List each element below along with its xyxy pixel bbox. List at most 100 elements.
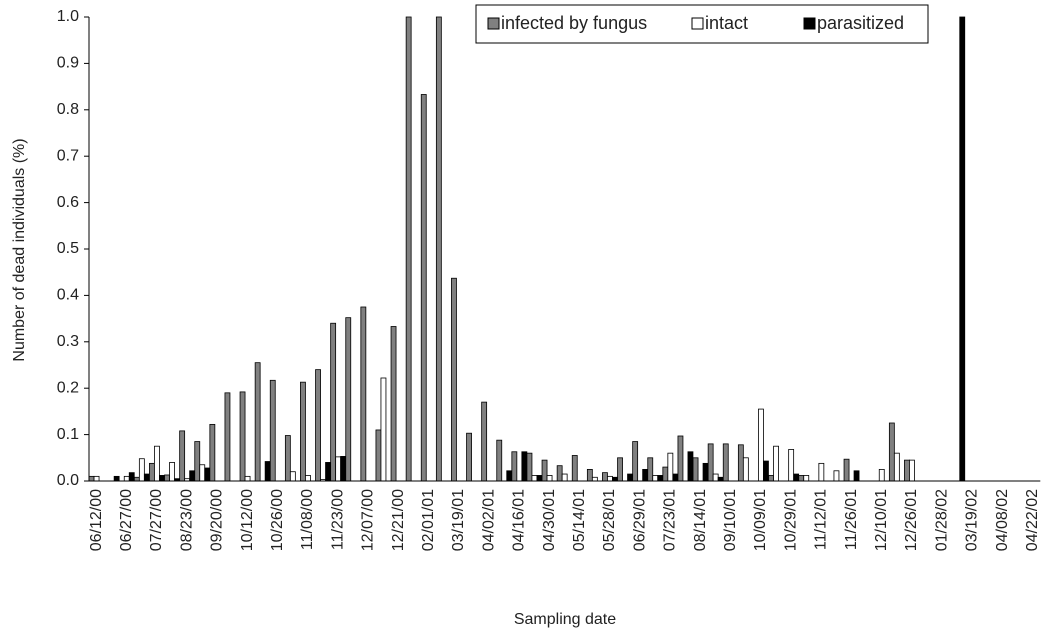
bar: [284, 435, 291, 482]
bar: [506, 470, 513, 482]
y-tick-label: 1.0: [57, 8, 79, 25]
y-axis-title: Number of dead individuals (%): [11, 138, 28, 361]
bar: [305, 475, 311, 482]
bar: [612, 476, 618, 482]
bar: [128, 472, 135, 482]
bar: [451, 277, 457, 482]
x-tick-label: 04/16/01: [511, 489, 528, 551]
bar: [496, 439, 503, 482]
y-tick-label: 0.3: [57, 333, 79, 350]
bar: [788, 449, 795, 482]
x-tick-label: 05/28/01: [601, 489, 618, 551]
x-tick-label: 09/10/01: [722, 489, 739, 551]
bar: [647, 457, 654, 482]
bar: [325, 462, 331, 482]
x-tick-label: 06/27/00: [118, 489, 135, 551]
bar: [798, 475, 805, 482]
x-tick-label: 08/14/01: [692, 489, 709, 551]
bar: [843, 458, 850, 482]
bar: [662, 466, 669, 482]
bar: [224, 392, 231, 482]
bar: [244, 475, 251, 482]
x-tick-label: 04/30/01: [541, 489, 558, 551]
legend-swatch: [691, 17, 704, 30]
x-tick-label: 11/08/00: [299, 489, 316, 550]
x-tick-label: 05/14/01: [571, 489, 588, 551]
x-tick-label: 10/09/01: [752, 489, 769, 551]
bar: [149, 462, 155, 482]
x-tick-label: 10/12/00: [239, 489, 256, 551]
bar: [289, 471, 296, 482]
y-tick-label: 0.4: [57, 287, 79, 304]
x-tick-label: 01/28/02: [933, 489, 950, 551]
bar: [194, 441, 201, 482]
bar: [541, 459, 548, 482]
bar: [164, 474, 170, 482]
bar: [466, 432, 472, 482]
bar: [692, 457, 699, 482]
bar: [133, 476, 140, 482]
x-tick-label: 11/23/00: [329, 489, 346, 550]
bar: [315, 369, 321, 482]
bar: [722, 443, 729, 482]
bar: [677, 435, 684, 482]
bar: [773, 445, 779, 482]
bar: [591, 476, 598, 482]
y-tick-label: 0.2: [57, 379, 79, 396]
bar: [239, 391, 246, 482]
bar: [909, 459, 915, 482]
bar: [521, 451, 528, 482]
bar: [959, 16, 966, 482]
y-tick-label: 0.5: [57, 240, 79, 257]
bar: [199, 464, 206, 482]
legend-label: parasitized: [817, 13, 904, 33]
bar: [768, 475, 774, 482]
bar: [667, 452, 674, 482]
bar: [702, 462, 709, 482]
bar: [526, 452, 533, 482]
y-tick-label: 0.1: [57, 426, 79, 443]
bar: [707, 443, 714, 482]
bar: [742, 457, 749, 482]
bar: [632, 441, 639, 482]
bar: [209, 423, 216, 482]
bar: [123, 475, 130, 482]
x-tick-label: 10/26/00: [269, 489, 286, 551]
x-tick-label: 11/12/01: [813, 489, 830, 550]
x-tick-label: 03/19/01: [450, 489, 467, 551]
bar: [138, 458, 145, 482]
bar: [818, 462, 825, 482]
bar: [435, 16, 442, 482]
bar: [737, 444, 744, 482]
x-tick-label: 07/23/01: [662, 489, 679, 551]
bar: [763, 460, 769, 482]
bar: [602, 472, 608, 482]
bar: [340, 456, 347, 482]
bar: [88, 475, 95, 482]
bar: [833, 470, 840, 482]
bar: [888, 422, 895, 482]
bar: [672, 473, 679, 482]
x-tick-label: 04/08/02: [994, 489, 1011, 551]
bar: [405, 16, 412, 482]
bar: [420, 94, 427, 482]
bar: [586, 468, 593, 482]
x-tick-label: 03/19/02: [964, 489, 981, 551]
bar: [335, 456, 342, 482]
x-tick-label: 12/10/01: [873, 489, 890, 551]
bar: [345, 317, 352, 482]
bar: [159, 475, 165, 482]
bar: [712, 473, 719, 482]
bar: [113, 475, 120, 482]
bar: [793, 473, 800, 482]
legend-label: intact: [705, 13, 748, 33]
bar: [93, 475, 100, 482]
bar: [169, 462, 175, 482]
bar: [300, 381, 306, 482]
bar: [179, 430, 186, 482]
bar: [264, 461, 271, 482]
bar: [204, 467, 211, 482]
bar: [893, 452, 900, 482]
bar: [556, 465, 563, 482]
y-tick-label: 0.8: [57, 101, 79, 118]
